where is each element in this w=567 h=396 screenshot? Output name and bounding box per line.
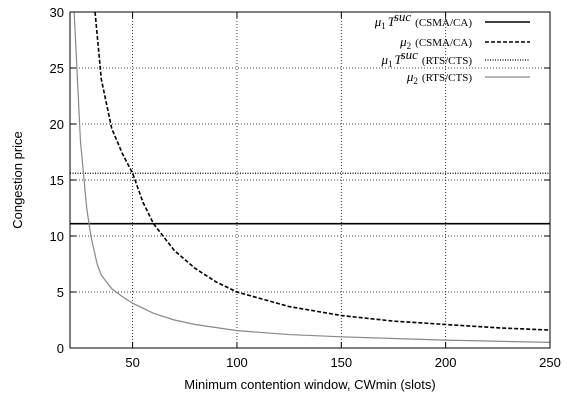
y-tick-label: 5 xyxy=(57,285,64,300)
legend-label-3: μ1 Tsuc (RTS/CTS) xyxy=(381,47,473,69)
y-tick-label: 25 xyxy=(50,61,64,76)
axis-ticks: 50 100 150 200 250 0 5 10 15 20 25 30 xyxy=(50,5,561,370)
grid-lines xyxy=(70,12,550,348)
series-lines xyxy=(70,11,551,343)
x-tick-label: 100 xyxy=(226,355,248,370)
y-axis-label: Congestion price xyxy=(10,131,25,229)
y-tick-label: 30 xyxy=(50,5,64,20)
x-tick-label: 150 xyxy=(330,355,352,370)
y-tick-label: 15 xyxy=(50,173,64,188)
y-tick-label: 10 xyxy=(50,229,64,244)
y-tick-label: 20 xyxy=(50,117,64,132)
legend-label-2: μ2 (CSMA/CA) xyxy=(399,34,472,51)
x-tick-label: 50 xyxy=(125,355,139,370)
legend: μ1 Tsuc (CSMA/CA) μ2 (CSMA/CA)μ1 Tsuc (RTS/CTS… xyxy=(374,9,530,86)
x-axis-label: Minimum contention window, CWmin (slots) xyxy=(184,377,435,392)
y-tick-label: 0 xyxy=(57,341,64,356)
series-line-4 xyxy=(73,11,551,343)
series-line-2 xyxy=(94,11,551,331)
legend-label-4: μ2 (RTS/CTS) xyxy=(406,69,472,86)
x-tick-label: 200 xyxy=(435,355,457,370)
x-tick-label: 250 xyxy=(539,355,561,370)
legend-label-1: μ1 Tsuc (CSMA/CA) xyxy=(374,9,473,31)
